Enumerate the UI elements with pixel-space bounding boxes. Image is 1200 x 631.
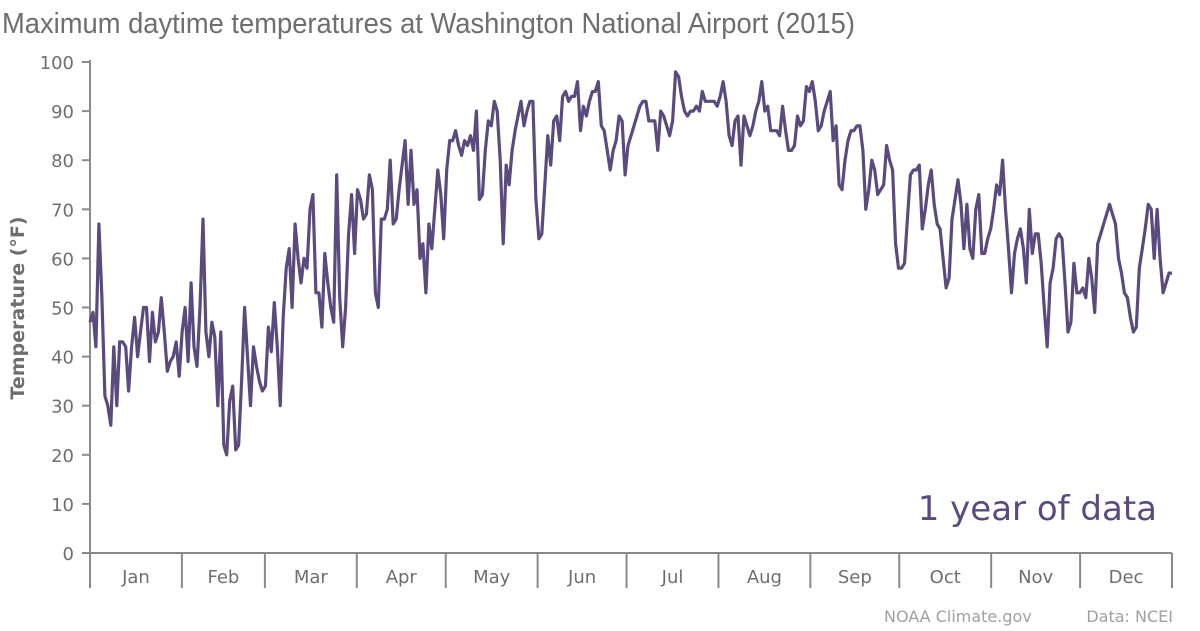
- y-tick-label: 10: [51, 495, 74, 516]
- y-tick-label: 70: [51, 200, 74, 221]
- x-tick-label: Jul: [661, 567, 684, 588]
- x-tick-label: Jun: [567, 567, 596, 588]
- annotation-text: 1 year of data: [918, 489, 1157, 529]
- x-tick-label: Nov: [1018, 567, 1053, 588]
- y-tick-label: 80: [51, 151, 74, 172]
- y-tick-label: 100: [40, 53, 74, 74]
- y-axis-label: Temperature (°F): [7, 216, 29, 399]
- y-tick-label: 20: [51, 446, 74, 467]
- credit-text: NOAA Climate.gov: [884, 607, 1032, 626]
- x-tick-label: Oct: [930, 567, 961, 588]
- y-tick-label: 0: [63, 544, 74, 565]
- y-tick-label: 30: [51, 397, 74, 418]
- temperature-series-line: [88, 70, 1172, 457]
- y-tick-label: 40: [51, 348, 74, 369]
- y-tick-label: 60: [51, 249, 74, 270]
- x-tick-label: Feb: [207, 567, 239, 588]
- chart-title: Maximum daytime temperatures at Washingt…: [2, 8, 855, 40]
- x-tick-label: May: [473, 567, 511, 588]
- x-tick-label: Mar: [294, 567, 329, 588]
- x-tick-label: Apr: [386, 567, 418, 588]
- y-tick-label: 90: [51, 102, 74, 123]
- x-tick-label: Sep: [838, 567, 872, 588]
- y-axis: 0 10 20 30 40 50 60 70 80 90 100: [40, 53, 91, 565]
- y-tick-label: 50: [51, 299, 74, 320]
- source-text: Data: NCEI: [1086, 607, 1173, 626]
- x-tick-label: Aug: [747, 567, 782, 588]
- x-tick-label: Dec: [1109, 567, 1144, 588]
- x-axis: Jan Feb Mar Apr May Jun Jul Aug Sep Oct Nov Dec: [89, 552, 1173, 588]
- x-tick-label: Jan: [121, 567, 150, 588]
